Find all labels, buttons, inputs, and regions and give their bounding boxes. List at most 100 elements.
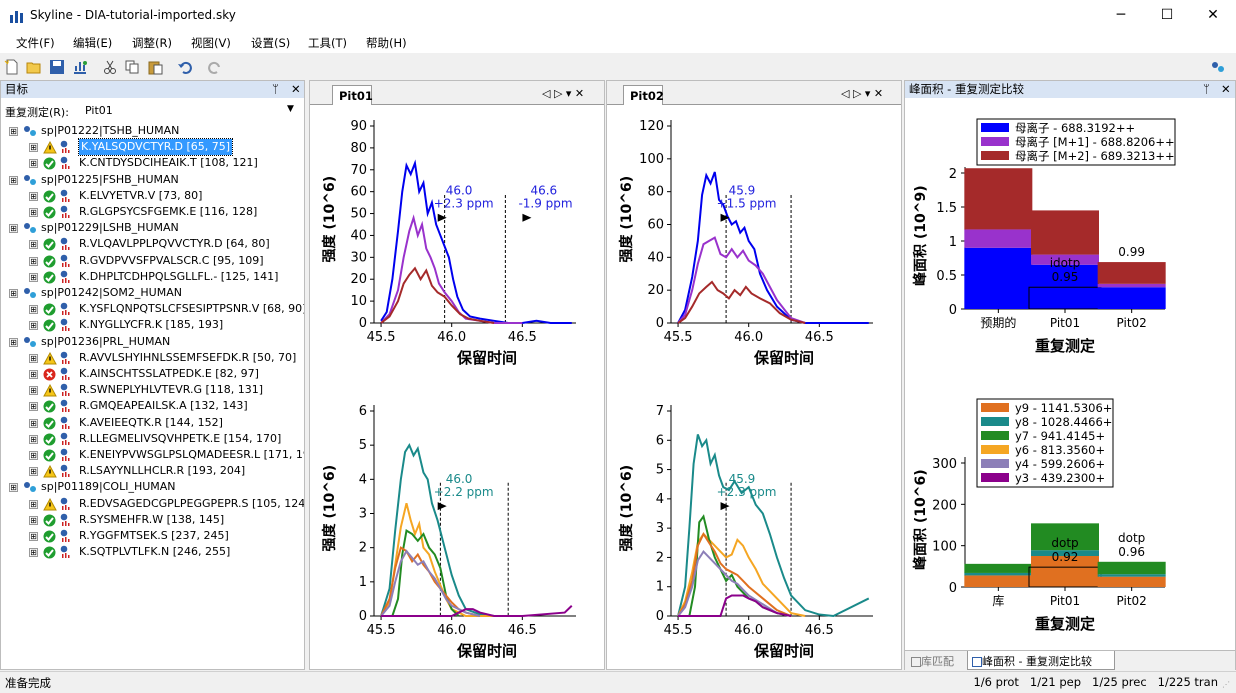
bar-segment[interactable]	[964, 563, 1033, 573]
expand-icon[interactable]: ⊞	[9, 127, 18, 136]
chromatogram-trace-4[interactable]	[380, 549, 481, 617]
bar-segment[interactable]	[1031, 556, 1099, 587]
expand-icon[interactable]: ⊞	[29, 515, 38, 525]
pin-icon[interactable]: ᛘ	[1203, 82, 1210, 96]
fragment-chromatogram-pit02[interactable]: 0 1 2 3 4 5 6 7 45.5 46.0 46.5 45.9+2.3 ppm 保留时间 强度 (…	[607, 396, 901, 664]
targets-tree[interactable]: ⊞ sp|P01222|TSHB_HUMAN ⊞ K.YALSQDVCTYR.D [6…	[1, 123, 304, 669]
expand-icon[interactable]: ⊞	[29, 321, 38, 331]
expand-icon[interactable]: ⊞	[29, 272, 38, 282]
close-pane-icon[interactable]: ✕	[291, 82, 301, 96]
expand-icon[interactable]: ⊞	[29, 240, 38, 250]
bar-segment[interactable]	[1097, 283, 1166, 288]
close-button[interactable]: ✕	[1207, 7, 1219, 23]
paste-icon[interactable]	[147, 59, 163, 75]
chromatogram-trace-5[interactable]	[678, 594, 792, 617]
maximize-button[interactable]: ☐	[1160, 7, 1174, 23]
bar-segment[interactable]	[1097, 561, 1166, 575]
expand-icon[interactable]: ⊞	[9, 337, 18, 347]
tab-library-match[interactable]: 库匹配	[907, 652, 967, 669]
y-tick-label: 40	[350, 228, 367, 243]
import-results-icon[interactable]	[72, 59, 88, 75]
tab-peak-area-replicate[interactable]: 峰面积 - 重复测定比较	[967, 651, 1115, 670]
copy-icon[interactable]	[124, 59, 140, 75]
precursor-chromatogram-pit02[interactable]: 0 20 40 60 80 100 120 45.5 46.0 46.5 45.9+1.5 ppm 保…	[607, 111, 901, 371]
bar-segment[interactable]	[964, 229, 1033, 248]
chromatogram-trace-2[interactable]	[677, 280, 806, 324]
bar-segment[interactable]	[1097, 262, 1166, 284]
menu-help[interactable]: 帮助(H)	[366, 36, 407, 50]
cut-icon[interactable]	[102, 59, 118, 75]
bar-segment[interactable]	[1031, 210, 1099, 255]
expand-icon[interactable]: ⊞	[29, 402, 38, 412]
expand-icon[interactable]: ⊞	[29, 418, 38, 428]
close-pane-icon[interactable]: ✕	[1221, 82, 1231, 96]
menu-edit[interactable]: 编辑(E)	[73, 36, 113, 50]
expand-icon[interactable]: ⊞	[29, 191, 38, 201]
expand-icon[interactable]: ⊞	[9, 224, 18, 234]
bar-segment[interactable]	[1031, 550, 1099, 556]
protein-name: sp|P01225|FSHB_HUMAN	[41, 172, 179, 186]
bar-segment[interactable]	[964, 575, 1033, 587]
chromatogram-trace-1[interactable]	[380, 214, 523, 324]
tab-pit01[interactable]: Pit01	[332, 85, 373, 105]
chromatogram-trace-1[interactable]	[677, 236, 806, 324]
menu-tools[interactable]: 工具(T)	[308, 36, 347, 50]
bar-segment[interactable]	[964, 247, 1033, 309]
bar-segment[interactable]	[1097, 287, 1166, 309]
redo-icon[interactable]	[207, 59, 223, 75]
menu-settings[interactable]: 设置(S)	[251, 36, 291, 50]
bar-segment[interactable]	[1097, 576, 1166, 587]
new-document-icon[interactable]	[4, 59, 20, 75]
undo-icon[interactable]	[177, 59, 193, 75]
replicate-dropdown[interactable]: Pit01 ▼	[80, 101, 301, 120]
chromatogram-trace-0[interactable]	[677, 434, 870, 618]
expand-icon[interactable]: ⊞	[29, 353, 38, 363]
expand-icon[interactable]: ⊞	[9, 175, 18, 185]
bar-segment[interactable]	[964, 572, 1033, 576]
expand-icon[interactable]: ⊞	[29, 256, 38, 266]
chromatogram-trace-0[interactable]	[677, 171, 869, 324]
minimize-button[interactable]: ─	[1116, 7, 1126, 23]
bar-segment[interactable]	[1031, 523, 1099, 551]
expand-icon[interactable]: ⊞	[29, 305, 38, 315]
tab-pit02[interactable]: Pit02	[623, 85, 664, 105]
expand-icon[interactable]: ⊞	[29, 532, 38, 541]
expand-icon[interactable]: ⊞	[29, 451, 38, 460]
bar-chart-icon	[972, 657, 982, 667]
bar-segment[interactable]	[1097, 574, 1166, 577]
chromatogram-trace-4[interactable]	[677, 549, 792, 617]
menu-refine[interactable]: 调整(R)	[132, 36, 172, 50]
menu-file[interactable]: 文件(F)	[16, 36, 55, 50]
expand-icon[interactable]: ⊞	[29, 499, 38, 509]
chromatogram-trace-5[interactable]	[381, 605, 573, 617]
expand-icon[interactable]: ⊞	[29, 143, 38, 153]
ms-proteome-icon[interactable]	[1210, 59, 1226, 75]
expand-icon[interactable]: ⊞	[9, 289, 18, 298]
bar-segment[interactable]	[1031, 254, 1099, 265]
expand-icon[interactable]: ⊞	[29, 370, 38, 379]
expand-icon[interactable]: ⊞	[29, 386, 38, 396]
open-folder-icon[interactable]	[26, 59, 42, 75]
expand-icon[interactable]: ⊞	[29, 434, 38, 444]
save-icon[interactable]	[49, 59, 65, 75]
chromatogram-trace-2[interactable]	[380, 266, 495, 324]
bar-segment[interactable]	[964, 168, 1033, 230]
chromatogram-trace-3[interactable]	[677, 531, 792, 617]
tab-navigation-icons[interactable]: ◁ ▷ ▾ ✕	[542, 87, 585, 100]
expand-icon[interactable]: ⊞	[9, 483, 18, 493]
expand-icon[interactable]: ⊞	[29, 159, 38, 169]
chromatogram-trace-1[interactable]	[380, 503, 495, 617]
expand-icon[interactable]: ⊞	[29, 548, 38, 558]
expand-icon[interactable]: ⊞	[29, 467, 38, 477]
peptide-name: R.GLGPSYCSFGEMK.E [116, 128]	[79, 205, 258, 218]
menu-view[interactable]: 视图(V)	[191, 36, 231, 50]
tab-navigation-icons[interactable]: ◁ ▷ ▾ ✕	[841, 87, 884, 100]
pin-icon[interactable]: ᛘ	[272, 82, 279, 96]
expand-icon[interactable]: ⊞	[29, 208, 38, 217]
y-tick-label: 50	[350, 207, 367, 222]
chromatogram-trace-2[interactable]	[381, 528, 460, 617]
